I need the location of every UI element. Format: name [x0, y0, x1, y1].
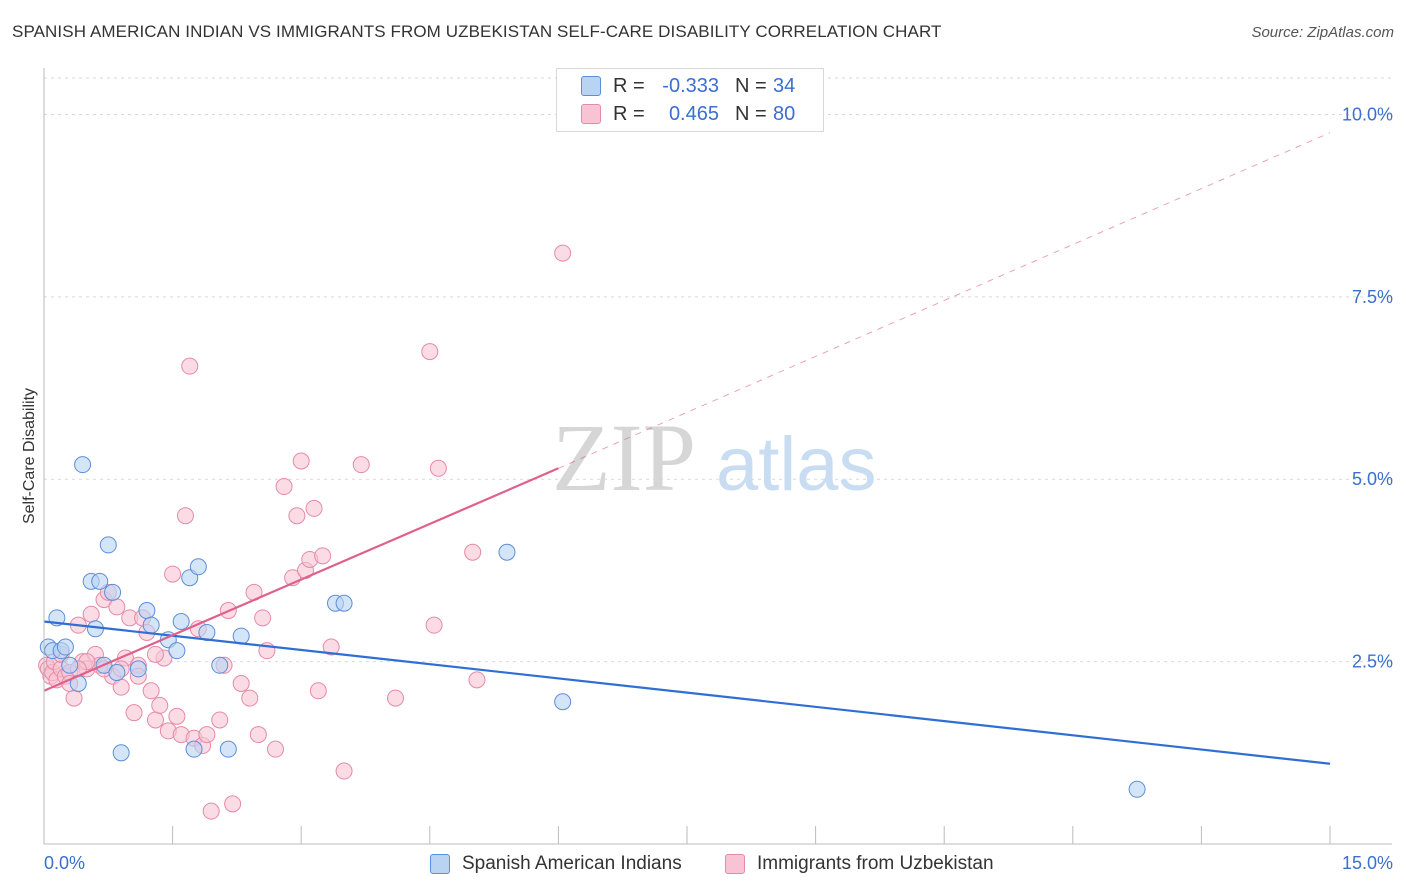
chart-title: SPANISH AMERICAN INDIAN VS IMMIGRANTS FR…	[12, 22, 942, 41]
blue-point	[138, 602, 156, 620]
pink-point	[202, 802, 220, 820]
pink-point	[305, 499, 323, 517]
blue-point	[74, 456, 92, 474]
x-tick-label: 15.0%	[1342, 853, 1393, 873]
legend-r-value: 0.465	[668, 102, 719, 125]
pink-trend-extension	[558, 132, 1331, 469]
legend-n-value: 80	[773, 102, 796, 125]
pink-point	[146, 645, 164, 663]
trend-layer	[43, 132, 1331, 765]
bottom-legend-pink[interactable]: Immigrants from Uzbekistan	[725, 852, 994, 876]
watermark-atlas: atlas	[716, 422, 877, 507]
blue-point	[61, 656, 79, 674]
pink-point	[322, 638, 340, 656]
blue-point	[91, 572, 109, 590]
pink-point	[146, 711, 164, 729]
bottom-legend-label-blue: Spanish American Indians	[462, 853, 682, 874]
pink-point	[421, 343, 439, 361]
bottom-legend-label-pink: Immigrants from Uzbekistan	[757, 853, 994, 874]
pink-point	[352, 456, 370, 474]
pink-point	[176, 507, 194, 525]
pink-point	[65, 689, 83, 707]
pink-point	[142, 682, 160, 700]
pink-point	[288, 507, 306, 525]
legend-swatch-blue	[581, 76, 601, 96]
pink-point	[249, 726, 267, 744]
pink-point	[108, 598, 126, 616]
blue-point	[172, 612, 190, 630]
pink-point	[387, 689, 405, 707]
pink-point	[468, 671, 486, 689]
blue-point	[99, 536, 117, 554]
grid-layer	[44, 77, 1392, 663]
blue-point	[219, 740, 237, 758]
y-tick-label: 10.0%	[1342, 104, 1393, 124]
blue-point	[185, 740, 203, 758]
pink-point	[168, 707, 186, 725]
pink-point	[164, 565, 182, 583]
legend-r-label: R =	[613, 102, 645, 125]
legend-row-blue: R = -0.333 N = 34	[581, 73, 795, 99]
legend-n-value: 34	[773, 74, 796, 97]
watermark: ZIP atlas	[552, 404, 877, 511]
pink-point	[464, 543, 482, 561]
legend-swatch-pink	[581, 104, 601, 124]
blue-point	[104, 583, 122, 601]
blue-point	[498, 543, 516, 561]
blue-trend-line	[43, 620, 1331, 765]
blue-point	[189, 558, 207, 576]
pink-trend-line	[43, 467, 559, 692]
pink-point	[198, 726, 216, 744]
blue-point	[1128, 780, 1146, 798]
legend-r-value: -0.333	[662, 74, 719, 97]
legend-row-pink: R = 0.465 N = 80	[581, 101, 795, 127]
pink-point	[232, 675, 250, 693]
blue-point	[129, 660, 147, 678]
bottom-legend-swatch-pink	[725, 854, 745, 874]
pink-point	[425, 616, 443, 634]
blue-point	[142, 616, 160, 634]
blue-point	[108, 664, 126, 682]
pink-point	[112, 678, 130, 696]
blue-point	[211, 656, 229, 674]
pink-point	[254, 609, 272, 627]
x-tick-label: 0.0%	[44, 853, 85, 873]
bottom-legend-blue[interactable]: Spanish American Indians	[430, 852, 682, 876]
pink-point	[82, 605, 100, 623]
watermark-zip: ZIP	[552, 404, 696, 511]
legend-r-label: R =	[613, 74, 645, 97]
y-tick-label: 7.5%	[1352, 287, 1393, 307]
pink-point	[241, 689, 259, 707]
blue-point	[112, 744, 130, 762]
pink-point	[151, 696, 169, 714]
pink-point	[181, 357, 199, 375]
legend-n-label: N =	[735, 102, 767, 125]
pink-point	[125, 704, 143, 722]
source-label: Source: ZipAtlas.com	[1251, 24, 1394, 41]
pink-point	[335, 762, 353, 780]
bottom-legend-swatch-blue	[430, 854, 450, 874]
y-tick-label: 5.0%	[1352, 469, 1393, 489]
blue-point	[335, 594, 353, 612]
pink-point	[292, 452, 310, 470]
y-tick-label: 2.5%	[1352, 652, 1393, 672]
axis-layer: 2.5% 5.0% 7.5% 10.0% 0.0% 15.0%	[43, 68, 1393, 873]
legend-n-label: N =	[735, 74, 767, 97]
legend-box: R = -0.333 N = 34 R = 0.465 N = 80	[556, 68, 824, 132]
pink-point	[275, 478, 293, 496]
pink-point	[211, 711, 229, 729]
pink-point	[266, 740, 284, 758]
pink-point	[224, 795, 242, 813]
blue-point	[554, 693, 572, 711]
blue-point	[168, 642, 186, 660]
pink-point	[309, 682, 327, 700]
pink-point	[554, 244, 572, 262]
pink-point	[314, 547, 332, 565]
points-layer	[38, 244, 1146, 820]
blue-point	[56, 638, 74, 656]
pink-point	[429, 459, 447, 477]
